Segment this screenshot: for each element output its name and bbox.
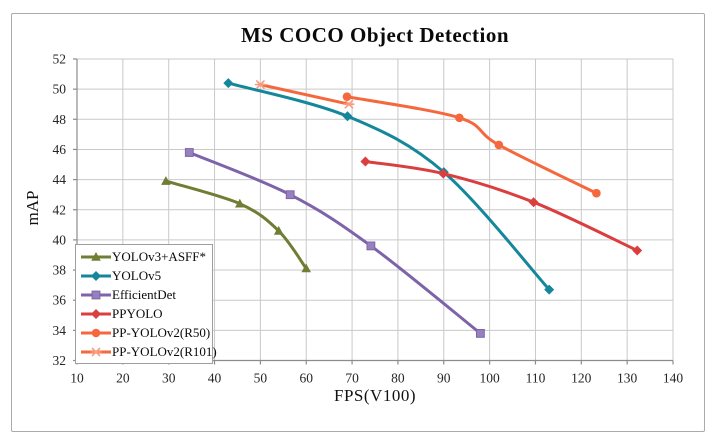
y-tick-label: 46 xyxy=(53,142,67,157)
legend-label: PP-YOLOv2(R50) xyxy=(112,325,211,340)
x-tick-label: 100 xyxy=(479,371,500,386)
marker-circle xyxy=(455,113,464,123)
y-tick-label: 38 xyxy=(53,263,67,278)
legend-entry: PP-YOLOv2(R101) xyxy=(80,343,217,361)
x-tick-label: 90 xyxy=(437,371,451,386)
marker-diamond xyxy=(91,308,101,319)
marker-triangle xyxy=(301,263,311,273)
legend-swatch xyxy=(81,290,111,299)
x-tick-label: 120 xyxy=(571,371,592,386)
marker-diamond xyxy=(528,197,539,208)
series-ppyolo xyxy=(360,156,643,256)
legend-entry: PP-YOLOv2(R50) xyxy=(80,324,212,342)
marker-diamond xyxy=(632,245,643,256)
series-line xyxy=(164,179,308,270)
legend-label: PPYOLO xyxy=(112,306,163,321)
legend-swatch xyxy=(81,308,111,319)
marker-diamond xyxy=(223,78,234,89)
marker-circle xyxy=(342,92,352,101)
legend-swatch xyxy=(81,251,111,261)
series-line xyxy=(187,151,482,335)
marker-circle xyxy=(494,140,504,150)
y-tick-label: 44 xyxy=(53,172,67,187)
series-yolov3-asff- xyxy=(161,176,311,273)
x-tick-label: 130 xyxy=(617,371,638,386)
y-tick-label: 42 xyxy=(53,202,67,217)
x-tick-label: 110 xyxy=(526,371,546,386)
x-tick-label: 60 xyxy=(299,371,313,386)
legend-entry: EfficientDet xyxy=(80,286,212,304)
marker-diamond xyxy=(360,156,371,167)
series-efficientdet xyxy=(184,148,485,338)
series-line xyxy=(226,81,551,292)
marker-diamond xyxy=(544,284,555,295)
marker-triangle xyxy=(91,251,101,261)
x-tick-label: 80 xyxy=(391,371,405,386)
y-tick-label: 36 xyxy=(53,293,67,308)
x-tick-label: 50 xyxy=(254,371,268,386)
marker-triangle xyxy=(235,198,245,208)
y-tick-label: 52 xyxy=(53,52,67,67)
marker-diamond xyxy=(438,168,449,179)
series-line xyxy=(363,160,639,252)
legend-label: PP-YOLOv2(R101) xyxy=(112,344,217,359)
series-pp-yolov2-r50- xyxy=(342,92,601,198)
marker-square xyxy=(285,190,295,200)
x-tick-label: 20 xyxy=(116,371,130,386)
series-line xyxy=(345,95,598,195)
legend-swatch xyxy=(81,328,111,337)
y-tick-label: 32 xyxy=(53,353,67,368)
marker-x-star xyxy=(343,99,355,109)
legend-swatch xyxy=(81,347,111,356)
marker-triangle xyxy=(161,176,171,185)
y-tick-label: 40 xyxy=(53,232,67,247)
legend-label: YOLOv5 xyxy=(112,268,162,283)
y-tick-label: 50 xyxy=(53,82,67,97)
legend-entry: PPYOLO xyxy=(80,305,212,323)
legend-entry: YOLOv5 xyxy=(80,267,212,285)
marker-circle xyxy=(91,328,101,337)
marker-square xyxy=(476,329,485,338)
marker-diamond xyxy=(91,270,101,281)
series-pp-yolov2-r101- xyxy=(254,80,355,109)
legend-entry: YOLOv3+ASFF* xyxy=(80,248,212,266)
marker-square xyxy=(366,241,376,251)
x-axis-label: FPS(V100) xyxy=(334,386,416,405)
marker-x-star xyxy=(254,80,266,89)
y-tick-label: 48 xyxy=(53,112,67,127)
y-axis-label: mAP xyxy=(23,190,42,226)
legend-label: EfficientDet xyxy=(112,287,177,302)
chart-legend: YOLOv3+ASFF* YOLOv5 EfficientDet PPYOLO PP-Y… xyxy=(75,244,217,364)
y-tick-label: 34 xyxy=(53,323,67,338)
marker-x-star xyxy=(90,347,102,356)
x-tick-label: 70 xyxy=(345,371,359,386)
x-tick-label: 40 xyxy=(208,371,222,386)
series-line xyxy=(258,83,351,106)
x-tick-label: 140 xyxy=(663,371,684,386)
chart-title: MS COCO Object Detection xyxy=(240,23,510,47)
x-tick-label: 30 xyxy=(162,371,176,386)
legend-label: YOLOv3+ASFF* xyxy=(112,249,207,264)
legend-swatch xyxy=(81,270,111,281)
marker-square xyxy=(184,148,194,157)
marker-triangle xyxy=(273,225,284,235)
marker-square xyxy=(91,290,101,299)
x-tick-label: 10 xyxy=(70,371,84,386)
marker-diamond xyxy=(342,111,353,122)
marker-circle xyxy=(592,188,601,198)
